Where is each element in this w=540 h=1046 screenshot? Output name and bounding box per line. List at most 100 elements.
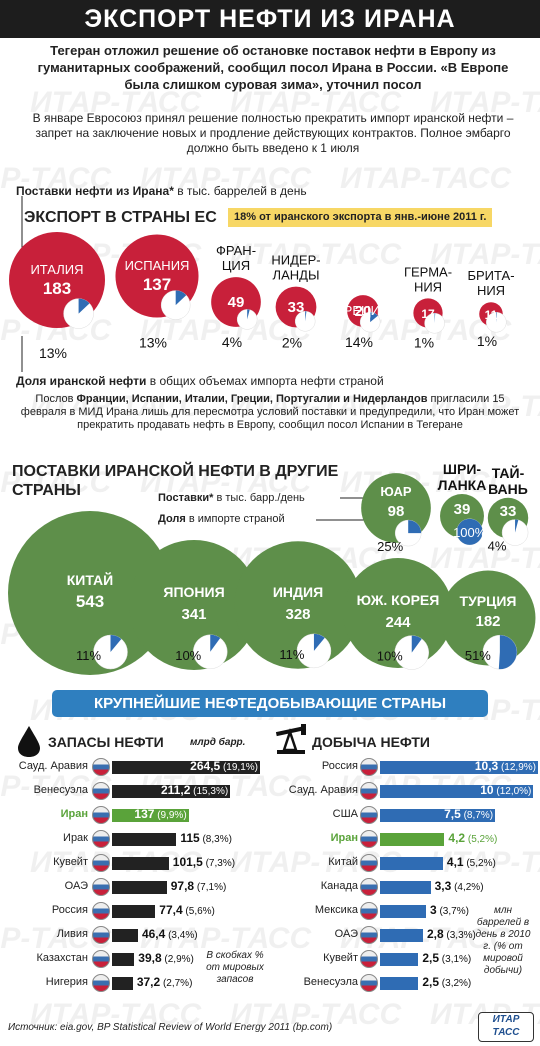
value-label: 39 <box>454 501 471 518</box>
country-flag-icon <box>92 950 110 968</box>
bar-row: Иран 137 (9,9%) <box>0 804 270 826</box>
eu-bubble: 11 БРИТА-НИЯ 1% <box>467 268 514 349</box>
bar-country-label: Кувейт <box>53 856 88 868</box>
value-label: 98 <box>388 503 405 520</box>
eu-bubble: ИСПАНИЯ 137 13% <box>115 234 199 351</box>
source-text: Источник: eia.gov, BP Statistical Review… <box>8 1022 333 1033</box>
country-flag-icon <box>92 878 110 896</box>
bar <box>112 833 177 846</box>
other-legend-share: Доля в импорте страной <box>158 513 285 525</box>
bar-country-label: Нигерия <box>45 976 88 988</box>
bar-value-label: 97,8 (7,1%) <box>170 879 227 893</box>
bar <box>112 953 135 966</box>
bar-value-label: 10 (12,0%) <box>480 783 532 797</box>
share-label: 10% <box>377 649 403 664</box>
supply-bubble <box>129 540 259 670</box>
share-label: 4% <box>222 334 242 350</box>
other-heading: ПОСТАВКИ ИРАНСКОЙ НЕФТИ В ДРУГИЕ СТРАНЫ <box>12 463 339 499</box>
country-flag-icon <box>92 854 110 872</box>
bar-row: ОАЭ 2,8 (3,3%) <box>270 924 540 946</box>
eu-bubble: 49 ФРАН-ЦИЯ 4% <box>211 243 261 350</box>
value-label: 33 <box>500 503 517 520</box>
share-slice <box>247 309 250 320</box>
bar-row: Китай 4,1 (5,2%) <box>270 852 540 874</box>
bar-row: Кувейт 101,5 (7,3%) <box>0 852 270 874</box>
country-flag-icon <box>92 782 110 800</box>
bar <box>112 881 167 894</box>
supply-bubble <box>8 511 172 675</box>
bar-country-label: ОАЭ <box>334 928 358 940</box>
category-label: НИДЕР-ЛАНДЫ <box>271 253 320 283</box>
category-label: ТУРЦИЯ <box>460 593 517 609</box>
other-legend-supply: Поставки* в тыс. барр./день <box>158 492 305 504</box>
bar-value-label: 115 (8,3%) <box>180 831 232 845</box>
eu-note: 18% от иранского экспорта в янв.-июне 20… <box>228 208 493 227</box>
bar-country-label: Ирак <box>63 832 88 844</box>
bar <box>112 809 189 822</box>
bar-row: Сауд. Аравия 10 (12,0%) <box>270 780 540 802</box>
bar-row: Ливия 46,4 (3,4%) <box>0 924 270 946</box>
bar <box>380 833 445 846</box>
country-flag-icon <box>92 974 110 992</box>
eu-bubble: ИТАЛИЯ 183 13% <box>9 232 105 361</box>
bar-value-label: 7,5 (8,7%) <box>444 807 494 821</box>
category-label: ЮЖ. КОРЕЯ <box>357 592 440 608</box>
country-flag-icon <box>360 902 378 920</box>
share-label: Доля иранской нефти в общих объемах импо… <box>16 374 384 388</box>
bar-value-label: 4,2 (5,2%) <box>448 831 498 845</box>
reserves-note: В скобках % от мировых запасов <box>206 950 264 985</box>
category-label: БРИТА-НИЯ <box>467 268 514 298</box>
share-slice <box>370 312 378 323</box>
category-label: КИТАЙ <box>67 571 113 588</box>
category-label: ТАЙ-ВАНЬ <box>488 464 528 497</box>
share-slice <box>456 518 483 545</box>
share-label: 13% <box>39 345 67 361</box>
bar-country-label: Казахстан <box>36 952 88 964</box>
other-bubble: ТУРЦИЯ 182 51% <box>440 570 536 670</box>
bar-country-label: Венесуэла <box>33 784 88 796</box>
country-flag-icon <box>360 926 378 944</box>
country-flag-icon <box>360 950 378 968</box>
country-flag-icon <box>92 758 110 776</box>
other-bubble-chart: КИТАЙ 543 11% ЯПОНИЯ 341 10% ИНДИЯ 328 11% ЮЖ. КО… <box>8 461 536 675</box>
bar-row: Мексика 3 (3,7%) <box>270 900 540 922</box>
bar-country-label: ОАЭ <box>64 880 88 892</box>
share-label: 11% <box>279 647 304 662</box>
category-label: ГЕРМА-НИЯ <box>404 264 452 294</box>
bar <box>380 977 419 990</box>
bar-value-label: 2,5 (3,1%) <box>422 951 472 965</box>
bar-country-label: Канада <box>320 880 358 892</box>
share-label: 10% <box>175 648 201 663</box>
bar-row: Ирак 115 (8,3%) <box>0 828 270 850</box>
bar-country-label: Кувейт <box>323 952 358 964</box>
eu-bubble-chart: ИТАЛИЯ 183 13% ИСПАНИЯ 137 13% 49 ФРАН-ЦИЯ 4% 33 Н… <box>9 196 515 372</box>
value-label: 20 <box>355 303 372 320</box>
bar-country-label: Мексика <box>314 904 358 916</box>
reserves-unit: млрд барр. <box>190 737 246 748</box>
share-slice <box>434 313 436 324</box>
country-flag-icon <box>360 782 378 800</box>
value-label: 543 <box>76 592 104 611</box>
bar-country-label: Россия <box>51 904 88 916</box>
share-slice <box>515 519 519 533</box>
share-label: 100% <box>453 525 487 540</box>
oil-drop-icon <box>18 726 40 757</box>
country-flag-icon <box>92 902 110 920</box>
share-label: 51% <box>465 648 491 663</box>
bar-value-label: 101,5 (7,3%) <box>172 855 236 869</box>
other-bubble: ИНДИЯ 328 11% <box>234 541 362 669</box>
share-slice <box>498 635 517 670</box>
bar-row: Сауд. Аравия 264,5 (19,1%) <box>0 756 270 778</box>
bar <box>380 953 419 966</box>
bar-value-label: 3 (3,7%) <box>430 903 469 917</box>
share-slice <box>210 634 221 652</box>
bar-value-label: 39,8 (2,9%) <box>138 951 194 965</box>
share-slice <box>305 311 307 322</box>
lead-text: Тегеран отложил решение об остановке пос… <box>37 43 509 92</box>
bar <box>380 929 423 942</box>
category-label: ИСПАНИЯ <box>125 258 190 273</box>
bar-value-label: 10,3 (12,9%) <box>474 759 536 773</box>
category-label: ЮАР <box>380 484 411 499</box>
share-label: 4% <box>488 539 507 554</box>
